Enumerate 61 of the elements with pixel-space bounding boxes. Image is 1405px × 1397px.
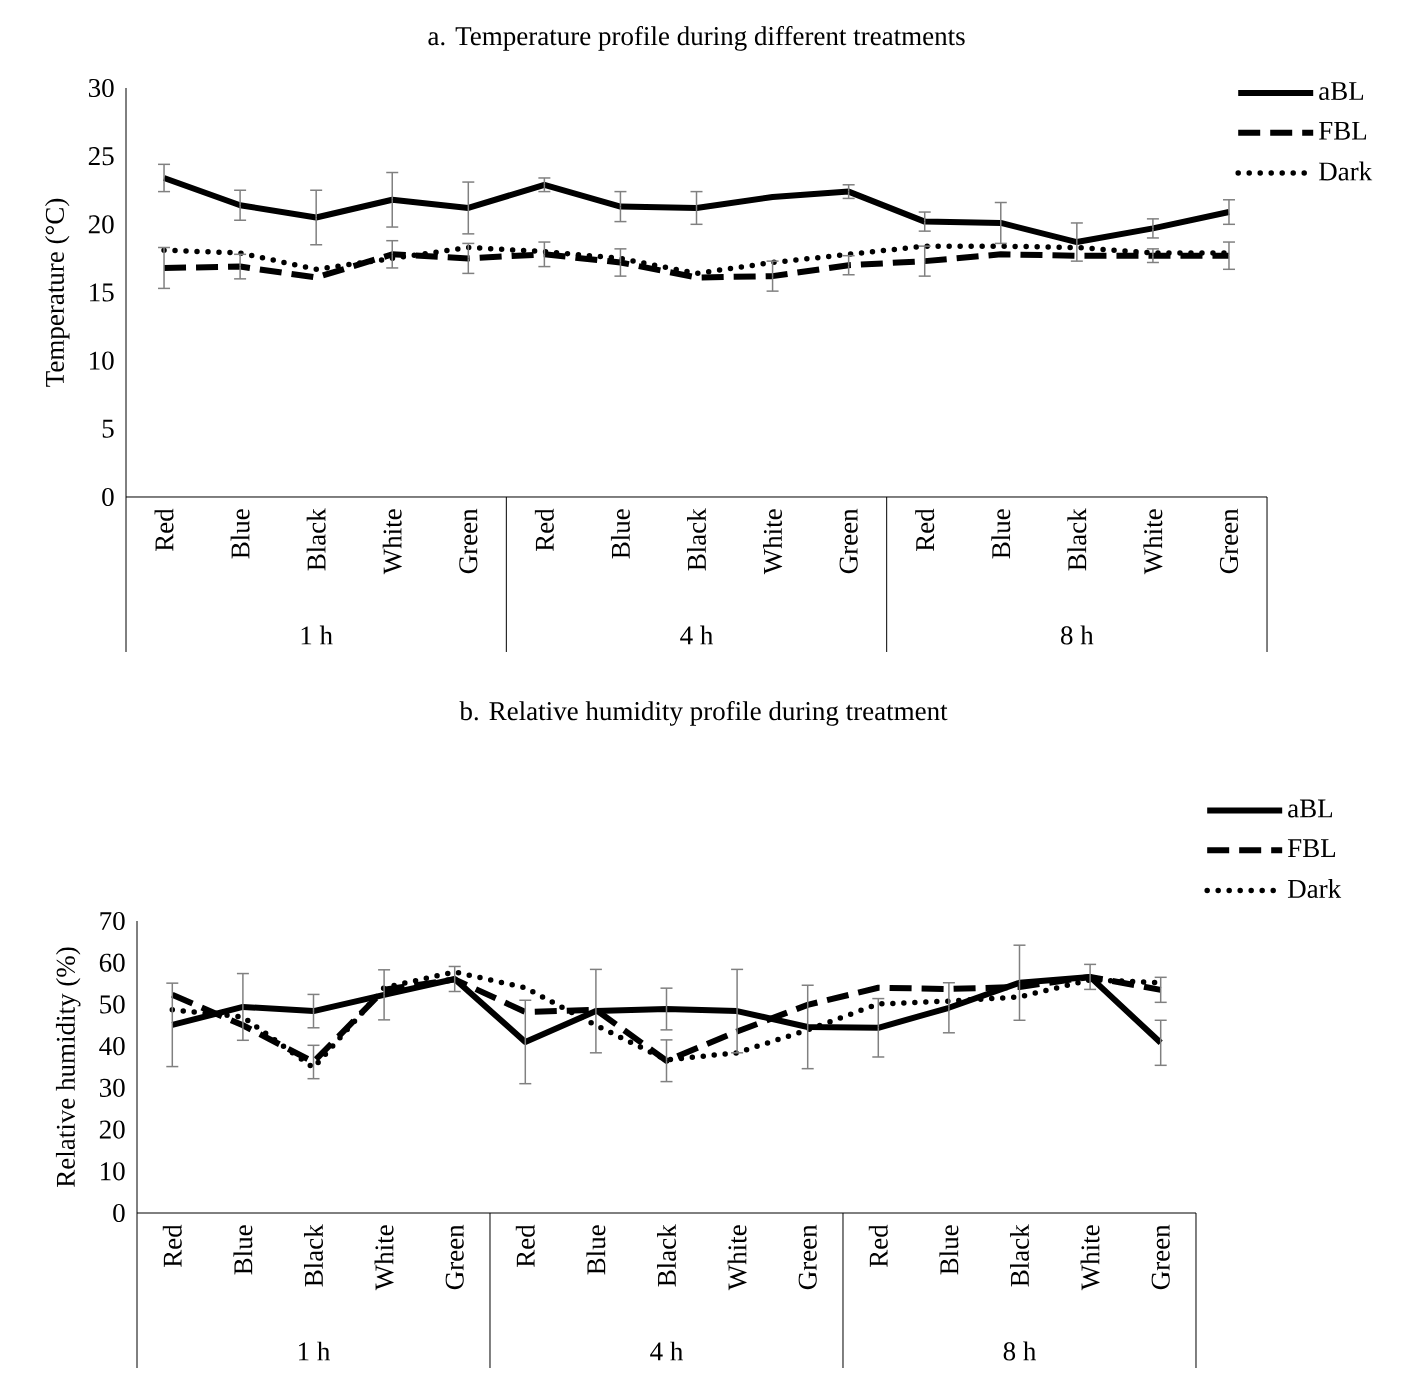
y-axis-title: Relative humidity (%) (55, 947, 81, 1187)
y-axis-title: Temperature (°C) (45, 198, 70, 387)
chart-title: b. Relative humidity profile during treatment (459, 700, 948, 726)
x-tick-label: Green (445, 1224, 464, 1290)
x-tick-label: Blue (230, 509, 250, 559)
x-tick-label: Blue (586, 1225, 606, 1275)
x-tick-label: Blue (939, 1225, 959, 1275)
text: 8 h (1003, 1341, 1037, 1361)
y-tick-label: 60 (99, 953, 125, 972)
x-tick-label: Red (534, 508, 554, 552)
x-tick-label: White (1143, 509, 1163, 575)
chart-title: a. Temperature profile during different treatments (428, 25, 965, 51)
y-tick-label: 20 (99, 1120, 125, 1139)
x-tick-label: Black (687, 508, 707, 571)
x-tick-label: Blue (991, 509, 1011, 559)
x-tick-label: White (382, 509, 402, 575)
legend-label: Dark (1287, 879, 1342, 899)
x-tick-label: Green (798, 1224, 817, 1290)
text: 4 h (650, 1341, 684, 1361)
text: 4 h (680, 625, 714, 645)
x-tick-label: Black (1009, 1224, 1029, 1287)
x-tick-label: Blue (610, 509, 630, 559)
x-tick-label: White (763, 509, 783, 575)
x-tick-label: White (727, 1225, 747, 1291)
legend-label: aBL (1319, 82, 1364, 101)
x-tick-label: Black (657, 1224, 676, 1287)
x-tick-label: White (374, 1225, 394, 1291)
y-tick-label: 70 (100, 911, 125, 931)
legend-label: aBL (1288, 799, 1333, 818)
text: 1 h (299, 1341, 331, 1361)
x-tick-label: Green (839, 508, 858, 574)
y-tick-label: 0 (102, 487, 114, 507)
text: 8 h (1061, 625, 1094, 645)
x-tick-label: Red (162, 1224, 182, 1268)
text: 1 h (301, 625, 333, 645)
y-tick-label: 25 (88, 147, 114, 166)
legend-label: Dark (1318, 161, 1373, 181)
x-tick-label: Green (1219, 508, 1239, 574)
x-tick-label: White (1080, 1225, 1100, 1291)
y-tick-label: 10 (101, 1162, 125, 1181)
x-tick-label: Green (459, 508, 478, 574)
x-tick-label: Green (1151, 1224, 1170, 1290)
x-tick-label: Blue (233, 1225, 253, 1275)
y-tick-label: 10 (90, 351, 114, 370)
y-tick-label: 50 (100, 995, 125, 1014)
x-tick-label: Black (1067, 508, 1087, 571)
y-tick-label: 30 (88, 78, 114, 98)
y-tick-label: 15 (90, 283, 114, 302)
y-tick-label: 40 (99, 1037, 125, 1056)
x-tick-label: Black (304, 1224, 323, 1287)
y-tick-label: 0 (113, 1203, 125, 1223)
legend-label: FBL (1318, 121, 1367, 140)
y-tick-label: 30 (99, 1078, 125, 1097)
x-tick-label: Black (306, 508, 326, 571)
y-tick-label: 5 (102, 419, 114, 438)
x-tick-label: Red (868, 1224, 888, 1268)
x-tick-label: Red (515, 1224, 535, 1268)
legend-label: FBL (1287, 839, 1336, 858)
y-tick-label: 20 (88, 215, 114, 234)
x-tick-label: Red (915, 508, 935, 552)
x-tick-label: Red (154, 508, 174, 552)
